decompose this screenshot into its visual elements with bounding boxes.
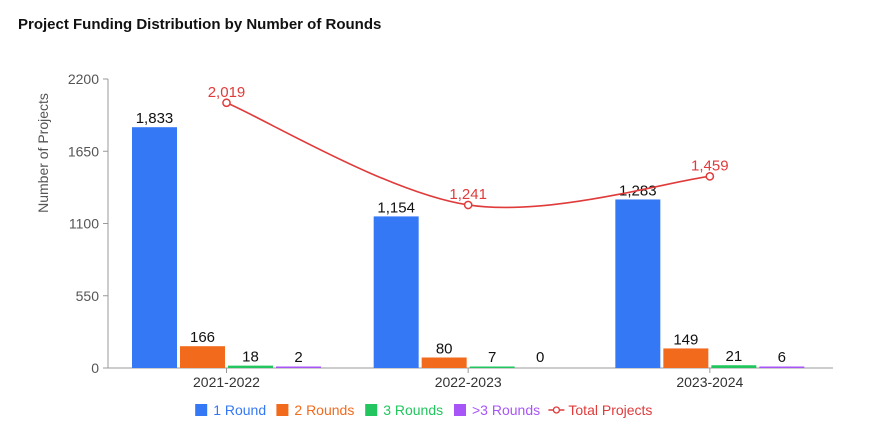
- x-tick-label: 2021-2022: [193, 374, 260, 390]
- legend-item-3-rounds[interactable]: >3 Rounds: [454, 402, 540, 418]
- bar-3-rounds[interactable]: [711, 365, 757, 368]
- bar-value-label: 7: [488, 349, 496, 366]
- legend-item-2-rounds[interactable]: 2 Rounds: [276, 402, 354, 418]
- bar-1-round[interactable]: [373, 216, 419, 368]
- y-tick-label: 0: [91, 360, 99, 376]
- bar-value-label: 166: [190, 329, 215, 346]
- bar-2-rounds[interactable]: [421, 357, 467, 368]
- bar-2-rounds[interactable]: [180, 346, 225, 368]
- legend-label: 1 Round: [213, 402, 266, 418]
- legend-item-1-round[interactable]: 1 Round: [195, 402, 266, 418]
- y-axis-label: Number of Projects: [35, 93, 51, 213]
- bar-1-round[interactable]: [132, 127, 177, 369]
- y-tick-label: 550: [76, 288, 100, 304]
- y-tick-label: 1100: [69, 216, 99, 232]
- bar-value-label: 2: [294, 349, 302, 366]
- bar-1-round[interactable]: [615, 199, 661, 368]
- bar-value-label: 1,833: [136, 110, 174, 127]
- bar-value-label: 149: [673, 331, 698, 348]
- chart-title: Project Funding Distribution by Number o…: [18, 16, 382, 33]
- bar-value-label: 18: [242, 349, 259, 366]
- total-projects-label: 1,459: [691, 157, 729, 174]
- legend-item-3-rounds[interactable]: 3 Rounds: [365, 402, 443, 418]
- bar-2-rounds[interactable]: [663, 348, 709, 368]
- legend-item-total-projects[interactable]: Total Projects: [548, 402, 652, 418]
- bar-value-label: 6: [778, 349, 786, 366]
- total-projects-point[interactable]: [705, 171, 715, 181]
- legend-label: 2 Rounds: [294, 402, 354, 418]
- total-projects-point[interactable]: [463, 200, 473, 210]
- legend-label: Total Projects: [568, 402, 652, 418]
- bar-value-label: 80: [436, 340, 453, 357]
- bar-3-rounds[interactable]: [228, 365, 273, 368]
- bar-value-label: 0: [536, 349, 544, 366]
- legend-swatch: [276, 404, 289, 416]
- total-projects-point[interactable]: [222, 98, 231, 108]
- y-tick-label: 1650: [68, 143, 99, 159]
- total-projects-label: 1,241: [449, 186, 487, 203]
- x-tick-label: 2022-2023: [435, 374, 502, 390]
- x-tick-label: 2023-2024: [676, 374, 743, 390]
- legend-marker: [552, 406, 561, 414]
- legend-swatch: [365, 404, 378, 416]
- legend-swatch: [195, 404, 208, 416]
- total-projects-label: 2,019: [208, 84, 246, 101]
- legend-label: 3 Rounds: [383, 402, 443, 418]
- legend-swatch: [454, 404, 466, 416]
- y-tick-label: 2200: [68, 71, 99, 87]
- bar-value-label: 21: [725, 348, 742, 365]
- bar-3-rounds[interactable]: [469, 366, 515, 369]
- bar-value-label: 1,154: [377, 199, 415, 216]
- bar-3-rounds[interactable]: [759, 366, 805, 369]
- legend-label: >3 Rounds: [472, 402, 540, 418]
- bar-3-rounds[interactable]: [276, 366, 321, 369]
